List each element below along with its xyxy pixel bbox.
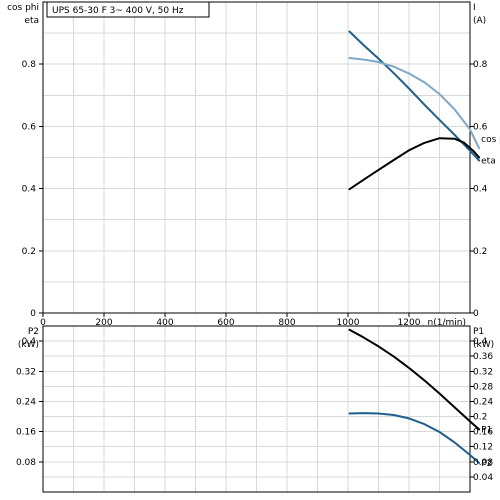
y-tick-label-right: 0.08 [473,458,493,468]
y-tick-label-right: 0.6 [473,122,488,132]
y-axis-title-left: P2 [28,327,39,337]
x-axis-title: n(1/min) [428,318,466,328]
plot-frame [42,1,471,314]
y-tick-label-left: 0.6 [22,122,37,132]
y-tick-label-right: 0.16 [473,428,493,438]
y-tick-label-left: 0.32 [16,367,36,377]
y-tick-label-right: 0.8 [473,60,488,70]
x-tick-label: 600 [217,318,234,328]
y-tick-label-right: 0 [473,309,479,319]
series-label-cos-phi: cos phi [481,135,500,145]
y-axis-title-left: cos phi [7,3,39,13]
series-line-cos-phi [348,57,481,150]
x-tick-label: 200 [95,318,112,328]
x-tick-label: 1000 [337,318,360,328]
series-line-p2 [348,412,481,464]
y-tick-label-left: 0.16 [16,428,36,438]
series-label-eta: eta [481,157,496,167]
series-label-p1: P1 [481,425,492,435]
y-tick-label-left: 0.24 [16,397,36,407]
y-tick-label-right: 0.4 [473,185,488,195]
x-tick-label: 800 [278,318,295,328]
chart-title: UPS 65-30 F 3~ 400 V, 50 Hz [52,6,184,16]
y-axis-title-right: I [473,3,476,13]
plot-frame [42,325,471,493]
y-tick-label-right: 0.36 [473,352,493,362]
y-tick-label-right: 0.4 [473,337,488,347]
x-tick-label: 0 [40,318,46,328]
y-tick-label-right: 0.04 [473,473,493,483]
y-tick-label-right: 0.32 [473,367,493,377]
y-tick-label-right: 0.12 [473,443,493,453]
series-line-eta [348,137,481,191]
y-tick-label-left: 0.2 [22,247,36,257]
y-axis-title-right: P1 [473,327,484,337]
y-tick-label-right: 0.2 [473,413,487,423]
y-tick-label-left: 0 [30,309,36,319]
y-axis-title-right: (A) [473,16,486,26]
y-tick-label-left: 0.4 [22,185,37,195]
y-tick-label-left: 0.08 [16,458,36,468]
x-tick-label: 400 [156,318,173,328]
y-axis-title-right: (kW) [473,340,494,350]
y-tick-label-right: 0.2 [473,247,487,257]
series-line-p1 [348,328,481,431]
upper-panel [39,1,481,317]
y-axis-title-left: (kW) [18,340,39,350]
x-tick-label: 1200 [398,318,421,328]
y-axis-title-left: eta [24,16,39,26]
series-label-p2: P2 [481,459,492,469]
y-tick-label-left: 0.4 [22,337,37,347]
y-tick-label-left: 0.8 [22,60,37,70]
y-tick-label-right: 0.28 [473,382,493,392]
title-box [46,1,210,18]
y-tick-label-right: 0.24 [473,397,493,407]
lower-panel [39,325,481,493]
